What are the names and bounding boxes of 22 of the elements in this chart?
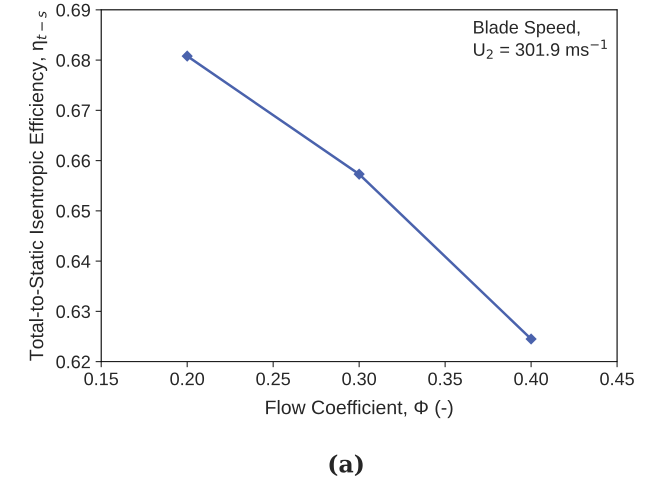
x-tick-label: 0.15 [84,372,118,386]
annotation: Blade Speed, U$_{2}$ = 301.9 ms$^{−1}$ [474,20,607,59]
y-tick-label: 0.66 [56,154,90,168]
point [526,334,537,344]
point [182,50,193,62]
y-tick-label: 0.64 [56,255,90,268]
x-tick-label: 0.40 [514,372,548,386]
y-axis-title: Total-to-Static Isentropic Efficiency, η$_{t−s}$ [29,11,48,361]
y-tick-label: 0.65 [56,204,90,218]
y-tick-label: 0.69 [56,4,90,17]
y-tick-label: 0.62 [56,356,90,368]
x-tick-label: 0.35 [428,372,462,386]
y-tick-label: 0.63 [56,305,90,318]
text: (a) [329,454,363,476]
point [354,168,365,180]
x-tick-label: 0.20 [170,372,204,386]
y-tick-label: 0.68 [56,54,90,67]
x-axis-title: Flow Coefficient, Φ (-) [266,400,453,418]
x-tick-label: 0.25 [256,372,290,386]
x-tick-label: 0.45 [600,372,634,386]
y-tick-label: 0.67 [56,104,90,118]
x-tick-label: 0.30 [342,372,376,386]
